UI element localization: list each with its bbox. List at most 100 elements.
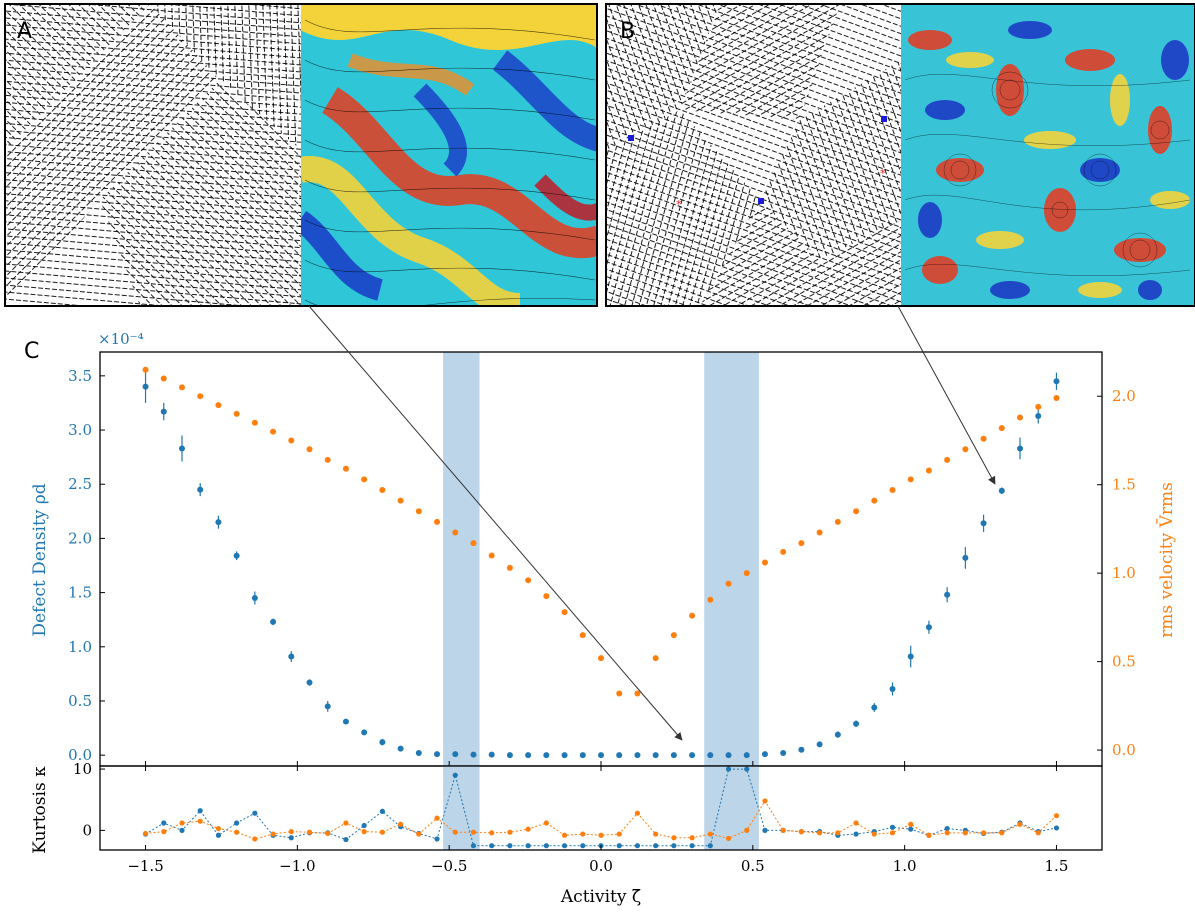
kurtosis-velocity-point [379,829,385,835]
rms-velocity-point [907,476,914,483]
panel-b: * * [605,3,1195,307]
rms-velocity-point [397,497,404,504]
kurtosis-velocity-series [142,798,1060,842]
panel-b-flow-field [901,4,1195,306]
shaded-regions-top [443,352,759,766]
rms-velocity-point [306,446,313,453]
rms-velocity-point [470,540,477,547]
kurtosis-velocity-point [689,835,695,841]
kurtosis-defect-point [288,835,294,841]
defect-density-point [925,624,932,631]
kurtosis-velocity-point [1053,813,1060,819]
defect-density-point [1017,445,1024,452]
left-tick-label: 3.5 [68,367,92,385]
kurtosis-defect-point [234,820,240,826]
defect-density-point [506,752,513,759]
kurtosis-defect-point [762,827,768,833]
kurtosis-velocity-point [306,829,313,835]
kurtosis-defect-point [634,843,641,849]
arrow-b-to-chart [897,305,996,485]
kurtosis-defect-point [452,772,458,778]
kurtosis-velocity-point [361,829,367,835]
kurtosis-velocity-point [962,830,968,836]
arrow-a-to-chart [308,305,683,741]
defect-star: * [676,198,682,211]
defect-density-point [798,746,805,753]
rms-velocity-point [871,497,878,504]
kurtosis-velocity-point [725,835,732,841]
rms-velocity-point [361,476,368,483]
defect-density-point [907,653,914,660]
rms-velocity-point [1017,414,1024,421]
kurtosis-velocity-point [980,830,987,836]
rms-velocity-point [160,375,167,382]
kurtosis-velocity-point [270,831,276,837]
kurtosis-defect-point [379,808,385,814]
rms-velocity-point [834,518,841,525]
kurtosis-velocity-point [252,836,258,842]
bottom-y-axis-label: Kurtosis κ [30,766,50,854]
kurtosis-velocity-point [908,821,914,827]
defect-density-point [525,752,532,759]
kurtosis-defect-point [561,843,568,849]
kurtosis-defect-point [543,843,549,849]
defect-density-point [415,749,422,756]
defect-density-point [689,752,696,759]
kurtosis-velocity-point [817,830,823,836]
kurtosis-defect-point [653,843,659,849]
kurtosis-defect-point [725,766,732,772]
right-tick-label: 2.0 [1112,387,1136,405]
rms-velocity-point [962,446,969,453]
kurtosis-velocity-point [398,821,404,827]
kurtosis-velocity-point [489,830,495,836]
kurtosis-velocity-point [452,829,458,835]
left-tick-label: 1.5 [68,584,92,602]
x-tick-label: 0.5 [741,857,765,875]
rms-velocity-point [142,366,149,373]
rms-velocity-point [944,456,951,463]
defect-density-point [543,752,550,759]
kurtosis-velocity-point [616,831,622,837]
rms-velocity-series [142,366,1060,697]
kurtosis-defect-point [616,843,622,849]
defect-density-point [142,383,149,390]
kurtosis-velocity-point [561,832,568,838]
rms-velocity-point [525,577,532,584]
kurtosis-velocity-point [215,825,222,832]
kurtosis-velocity-point [1035,830,1041,836]
panel-c-bottom-chart: 010 −1.5 −1.0 −0.5 0.0 0.5 1.0 1.5 Kurtosis κ … [30,760,1103,907]
kurtosis-tick-label: 0 [82,821,92,839]
defect-density-point [707,752,714,759]
panel-a-director-field [5,4,301,306]
kurtosis-defect-point [944,825,950,832]
rms-velocity-point [689,612,696,619]
defect-density-point [1035,412,1042,419]
kurtosis-defect-point [161,820,167,826]
rms-velocity-point [598,655,604,662]
bottom-y-axis: 0 10 [73,760,105,839]
defect-density-point [561,752,568,759]
kurtosis-defect-point [689,843,695,849]
defect-density-point [342,718,349,725]
rms-velocity-point [652,655,659,662]
defect-density-point [816,741,823,748]
defect-density-point [980,520,987,527]
rms-velocity-point [452,529,459,536]
defect-density-point [233,552,240,559]
right-tick-label: 0.5 [1112,653,1136,671]
defect-density-point [361,729,368,736]
kurtosis-velocity-point [142,830,149,837]
defect-density-point [871,704,878,711]
rms-velocity-point [379,487,386,493]
kurtosis-defect-point [507,843,513,849]
panel-b-label: B [620,19,635,44]
kurtosis-velocity-point [288,829,294,835]
kurtosis-velocity-point [179,820,185,826]
kurtosis-defect-point [434,836,440,842]
kurtosis-velocity-point [926,832,932,838]
rms-velocity-point [670,632,677,639]
kurtosis-velocity-point [853,820,859,826]
kurtosis-velocity-point [580,831,586,837]
defect-density-point [743,752,750,759]
